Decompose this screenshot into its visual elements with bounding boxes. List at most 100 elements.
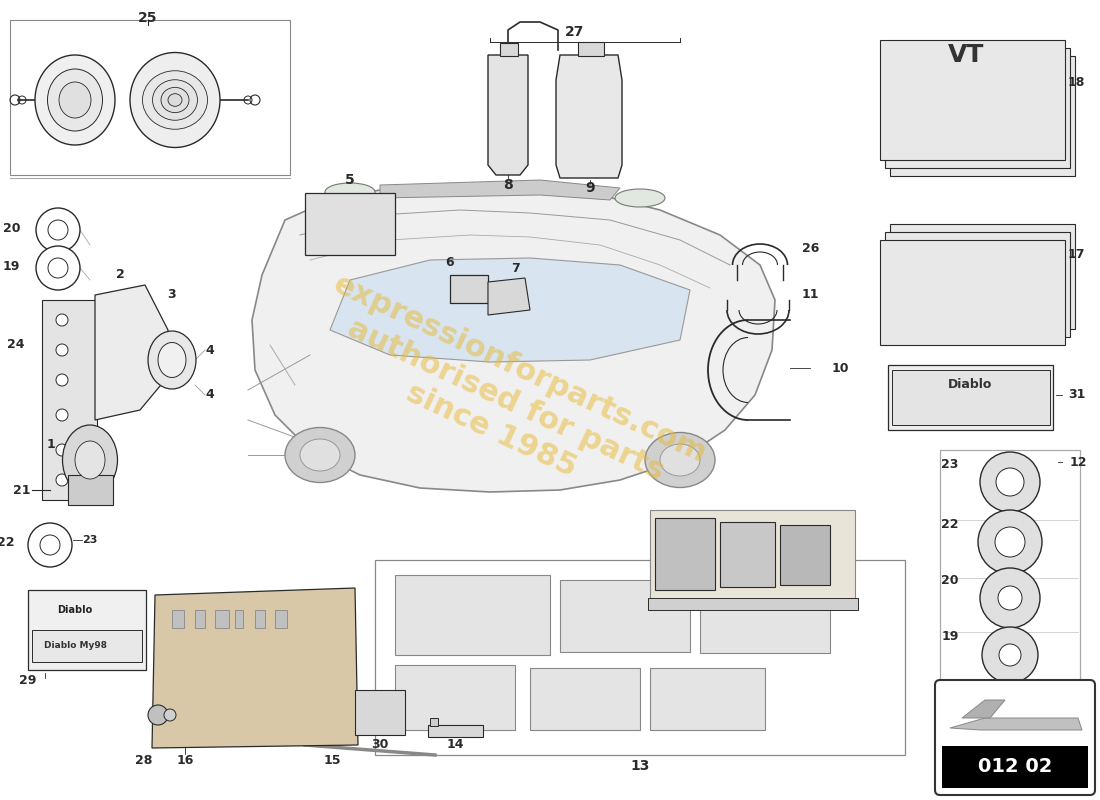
Polygon shape xyxy=(488,55,528,175)
Text: 12: 12 xyxy=(1070,455,1088,469)
Text: 2: 2 xyxy=(116,269,124,282)
Text: 13: 13 xyxy=(630,759,650,773)
Ellipse shape xyxy=(324,183,375,201)
Text: 20: 20 xyxy=(2,222,20,234)
Text: 4: 4 xyxy=(205,389,213,402)
Bar xyxy=(560,580,690,652)
Text: 24: 24 xyxy=(8,338,25,351)
Text: 30: 30 xyxy=(372,738,388,751)
Circle shape xyxy=(999,644,1021,666)
Ellipse shape xyxy=(75,441,104,479)
Bar xyxy=(650,510,855,605)
Circle shape xyxy=(998,586,1022,610)
Text: 21: 21 xyxy=(12,483,30,497)
Polygon shape xyxy=(488,278,530,315)
Text: expressionforparts.com
authorised for parts
since 1985: expressionforparts.com authorised for pa… xyxy=(300,270,712,530)
Ellipse shape xyxy=(63,425,118,495)
Text: 25: 25 xyxy=(139,11,157,25)
Text: 7: 7 xyxy=(510,262,519,274)
Bar xyxy=(940,450,1080,730)
Bar xyxy=(720,522,775,587)
Bar xyxy=(942,746,1088,788)
Circle shape xyxy=(48,220,68,240)
Bar xyxy=(530,668,640,730)
Bar xyxy=(395,575,550,655)
Text: 012 02: 012 02 xyxy=(978,758,1053,777)
Bar xyxy=(430,718,438,726)
Circle shape xyxy=(40,535,60,555)
Bar xyxy=(68,475,113,505)
Ellipse shape xyxy=(130,53,220,147)
Circle shape xyxy=(164,709,176,721)
Text: 29: 29 xyxy=(20,674,36,686)
Circle shape xyxy=(36,208,80,252)
Text: 16: 16 xyxy=(176,754,194,766)
Bar xyxy=(375,560,905,755)
Text: 27: 27 xyxy=(565,25,585,39)
Bar xyxy=(890,56,1075,176)
Bar xyxy=(888,365,1053,430)
Bar xyxy=(42,300,97,500)
Ellipse shape xyxy=(158,342,186,378)
Bar xyxy=(428,725,483,737)
Text: 31: 31 xyxy=(1068,389,1086,402)
Bar xyxy=(275,610,287,628)
Circle shape xyxy=(56,444,68,456)
Bar xyxy=(654,518,715,590)
Bar xyxy=(450,275,488,303)
Bar xyxy=(700,578,830,653)
Ellipse shape xyxy=(153,80,198,120)
Ellipse shape xyxy=(645,433,715,487)
Ellipse shape xyxy=(660,444,700,476)
Circle shape xyxy=(980,568,1040,628)
Ellipse shape xyxy=(168,94,182,106)
Text: 26: 26 xyxy=(802,242,820,254)
Text: 4: 4 xyxy=(205,343,213,357)
Bar xyxy=(648,598,858,610)
Ellipse shape xyxy=(59,82,91,118)
Text: 23: 23 xyxy=(82,535,98,545)
Bar xyxy=(395,665,515,730)
Text: 5: 5 xyxy=(345,173,355,187)
Polygon shape xyxy=(962,700,1005,718)
Circle shape xyxy=(980,452,1040,512)
Text: 17: 17 xyxy=(1068,249,1086,262)
Bar xyxy=(500,43,518,56)
Bar xyxy=(214,610,229,628)
Text: 22: 22 xyxy=(0,537,15,550)
Bar xyxy=(890,224,1075,329)
Bar xyxy=(255,610,265,628)
Bar xyxy=(650,668,764,730)
Bar xyxy=(880,240,1065,345)
Ellipse shape xyxy=(143,70,208,130)
Circle shape xyxy=(56,409,68,421)
Circle shape xyxy=(56,344,68,356)
Text: VT: VT xyxy=(948,43,984,67)
FancyBboxPatch shape xyxy=(935,680,1094,795)
Circle shape xyxy=(996,527,1025,557)
Text: 19: 19 xyxy=(2,259,20,273)
Circle shape xyxy=(982,627,1038,683)
Text: 1: 1 xyxy=(46,438,55,451)
Text: Diablo: Diablo xyxy=(948,378,992,391)
Text: 3: 3 xyxy=(167,289,176,302)
Bar xyxy=(32,630,142,662)
Bar xyxy=(892,370,1050,425)
Polygon shape xyxy=(252,185,776,492)
Text: 20: 20 xyxy=(942,574,959,586)
Polygon shape xyxy=(152,588,358,748)
Text: 23: 23 xyxy=(942,458,959,470)
Text: 15: 15 xyxy=(323,754,341,766)
Bar xyxy=(780,525,830,585)
Text: 28: 28 xyxy=(134,754,152,766)
Circle shape xyxy=(996,468,1024,496)
Ellipse shape xyxy=(300,439,340,471)
Polygon shape xyxy=(950,718,1082,730)
Bar xyxy=(886,48,1070,168)
Text: Diablo: Diablo xyxy=(57,605,92,615)
Circle shape xyxy=(48,258,68,278)
Bar xyxy=(172,610,184,628)
Text: 22: 22 xyxy=(942,518,959,530)
Bar xyxy=(355,690,405,735)
Circle shape xyxy=(56,474,68,486)
